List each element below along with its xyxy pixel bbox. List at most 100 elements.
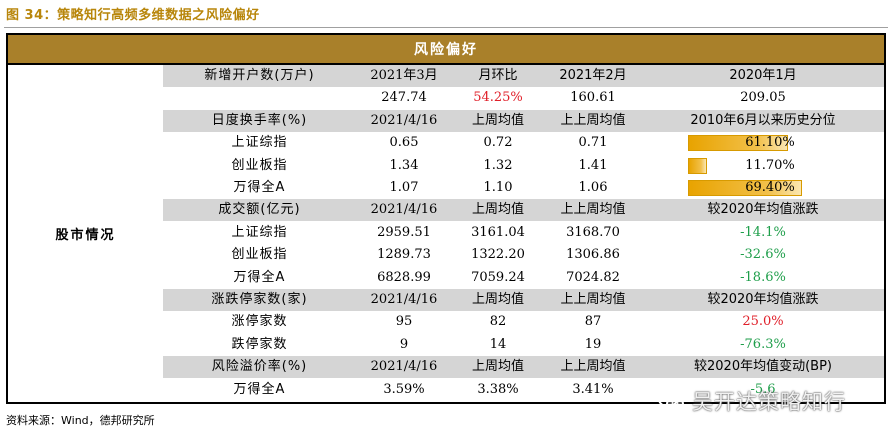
table-cell: 3.59% bbox=[383, 381, 425, 397]
percentile-bar-fill bbox=[688, 157, 708, 174]
row-label: 万得全A bbox=[233, 381, 286, 397]
row-label: 日度换手率(%) bbox=[211, 112, 308, 128]
table-cell: 25.0% bbox=[742, 314, 784, 330]
percentile-bar bbox=[688, 135, 852, 152]
table-cell: 54.25% bbox=[473, 90, 523, 106]
row-label: 涨停家数 bbox=[231, 314, 288, 330]
table-row: 上证综指 0.65 0.72 0.71 61.10% bbox=[163, 132, 884, 154]
table-cell: 上上周均值 bbox=[560, 112, 626, 128]
table-row: 上证综指 2959.51 3161.04 3168.70 -14.1% bbox=[163, 222, 884, 244]
table-cell: 2020年1月 bbox=[729, 68, 797, 83]
table-cell: 上上周均值 bbox=[560, 202, 626, 218]
table-cell: 上周均值 bbox=[471, 292, 524, 307]
table-cell: 87 bbox=[584, 314, 602, 330]
table-cell: 较2020年均值变动(BP) bbox=[694, 359, 832, 375]
table-cell: 较2020年均值涨跌 bbox=[707, 202, 819, 218]
table-cell: -32.6% bbox=[740, 247, 786, 263]
row-label: 上证综指 bbox=[231, 135, 288, 151]
watermark-text: 吴开达策略知行 bbox=[692, 390, 846, 414]
table-header-row: 日度换手率(%) 2021/4/16 上周均值 上上周均值 2010年6月以来历史分位 bbox=[163, 109, 884, 132]
table-cell: 2021/4/16 bbox=[370, 112, 438, 128]
table-cell: 2010年6月以来历史分位 bbox=[690, 112, 836, 128]
percentile-value: 61.10% bbox=[745, 135, 795, 151]
table-row: 万得全A 6828.99 7059.24 7024.82 -18.6% bbox=[163, 267, 884, 289]
table-cell: 2021年2月 bbox=[559, 68, 627, 83]
table-cell: 6828.99 bbox=[377, 269, 431, 285]
table-cell: -76.3% bbox=[740, 336, 786, 352]
table-row: 创业板指 1289.73 1322.20 1306.86 -32.6% bbox=[163, 244, 884, 266]
table-cell: 0.65 bbox=[389, 135, 419, 151]
table-cell: 82 bbox=[489, 314, 507, 330]
wechat-icon bbox=[658, 390, 684, 412]
table-cell: 上上周均值 bbox=[560, 292, 626, 307]
table-cell: 3.38% bbox=[477, 381, 519, 397]
watermark: 吴开达策略知行 bbox=[656, 384, 846, 418]
table-cell: 上周均值 bbox=[471, 202, 524, 218]
table-cell: 1289.73 bbox=[377, 247, 431, 263]
table-cell: -18.6% bbox=[740, 269, 786, 285]
percentile-value: 11.70% bbox=[745, 157, 795, 173]
table-cell: 1.34 bbox=[389, 157, 419, 173]
table-cell: 1322.20 bbox=[471, 247, 525, 263]
table-cell: 7024.82 bbox=[566, 269, 620, 285]
row-label bbox=[163, 87, 356, 109]
title-divider bbox=[4, 27, 888, 28]
row-label: 创业板指 bbox=[231, 157, 288, 173]
table-row: 涨停家数 95 82 87 25.0% bbox=[163, 311, 884, 333]
table-cell: 3168.70 bbox=[566, 224, 620, 240]
row-label: 风险溢价率(%) bbox=[211, 359, 308, 375]
table-cell: 1.07 bbox=[389, 180, 419, 195]
table-cell: 7059.24 bbox=[471, 269, 525, 285]
table-header-row: 新增开户数(万户) 2021年3月 月环比 2021年2月 2020年1月 bbox=[163, 65, 884, 87]
table-cell: -5.6 bbox=[750, 381, 776, 397]
table-row: 万得全A 3.59% 3.38% 3.41% -5.6 bbox=[163, 379, 884, 401]
row-label: 万得全A bbox=[233, 180, 286, 195]
table-header-row: 涨跌停家数(家) 2021/4/16 上周均值 上上周均值 较2020年均值涨跌 bbox=[163, 289, 884, 311]
table-cell: 1.10 bbox=[483, 180, 513, 195]
table-cell: 95 bbox=[395, 314, 413, 330]
table-cell: 1306.86 bbox=[566, 247, 620, 263]
table-cell: 1.32 bbox=[483, 157, 513, 173]
table-cell: 2021年3月 bbox=[370, 68, 438, 83]
source-note: 资料来源：Wind，德邦研究所 bbox=[6, 414, 155, 427]
table-row: 247.74 54.25% 160.61 209.05 bbox=[163, 87, 884, 109]
percentile-bar bbox=[688, 180, 852, 196]
side-label: 股市情况 bbox=[55, 228, 116, 243]
table-cell: 19 bbox=[584, 336, 602, 352]
table-cell: 160.61 bbox=[570, 90, 616, 106]
table-cell: 247.74 bbox=[381, 90, 427, 106]
table-cell: 2021/4/16 bbox=[370, 359, 438, 375]
table-row: 创业板指 1.34 1.32 1.41 11.70% bbox=[163, 155, 884, 177]
table-cell: -14.1% bbox=[740, 224, 786, 240]
table-cell: 0.71 bbox=[578, 135, 608, 151]
row-label: 创业板指 bbox=[231, 247, 288, 263]
row-label: 上证综指 bbox=[231, 224, 288, 240]
table-title: 风险偏好 bbox=[8, 35, 884, 63]
table-cell: 9 bbox=[399, 336, 409, 352]
row-label: 涨跌停家数(家) bbox=[211, 292, 308, 307]
percentile-value: 69.40% bbox=[745, 180, 795, 195]
table-cell: 14 bbox=[489, 336, 507, 352]
table-cell: 0.72 bbox=[483, 135, 513, 151]
table-row: 跌停家数 9 14 19 -76.3% bbox=[163, 334, 884, 356]
row-label: 万得全A bbox=[233, 269, 286, 285]
table-cell: 3161.04 bbox=[471, 224, 525, 240]
percentile-bar bbox=[688, 157, 852, 174]
table-cell: 上上周均值 bbox=[560, 359, 626, 375]
table-cell: 3.41% bbox=[572, 381, 614, 397]
table-cell: 上周均值 bbox=[471, 112, 524, 128]
risk-appetite-table: 风险偏好 股市情况 新增开户数(万户) 2021年3月 月环比 2021年2月 2020… bbox=[6, 33, 886, 404]
table-title-divider bbox=[8, 63, 884, 65]
figure-title: 图 34：策略知行高频多维数据之风险偏好 bbox=[6, 8, 260, 23]
table-row: 万得全A 1.07 1.10 1.06 69.40% bbox=[163, 177, 884, 199]
table-cell: 较2020年均值涨跌 bbox=[707, 292, 819, 307]
row-label: 成交额(亿元) bbox=[218, 202, 301, 218]
table-cell: 2021/4/16 bbox=[370, 202, 438, 218]
table-cell: 2021/4/16 bbox=[370, 292, 438, 307]
table-cell: 月环比 bbox=[478, 68, 518, 83]
table-cell: 1.06 bbox=[578, 180, 608, 195]
table-header-row: 成交额(亿元) 2021/4/16 上周均值 上上周均值 较2020年均值涨跌 bbox=[163, 199, 884, 222]
table-cell: 1.41 bbox=[578, 157, 608, 173]
table-cell: 上周均值 bbox=[471, 359, 524, 375]
table-header-row: 风险溢价率(%) 2021/4/16 上周均值 上上周均值 较2020年均值变动(BP) bbox=[163, 356, 884, 379]
